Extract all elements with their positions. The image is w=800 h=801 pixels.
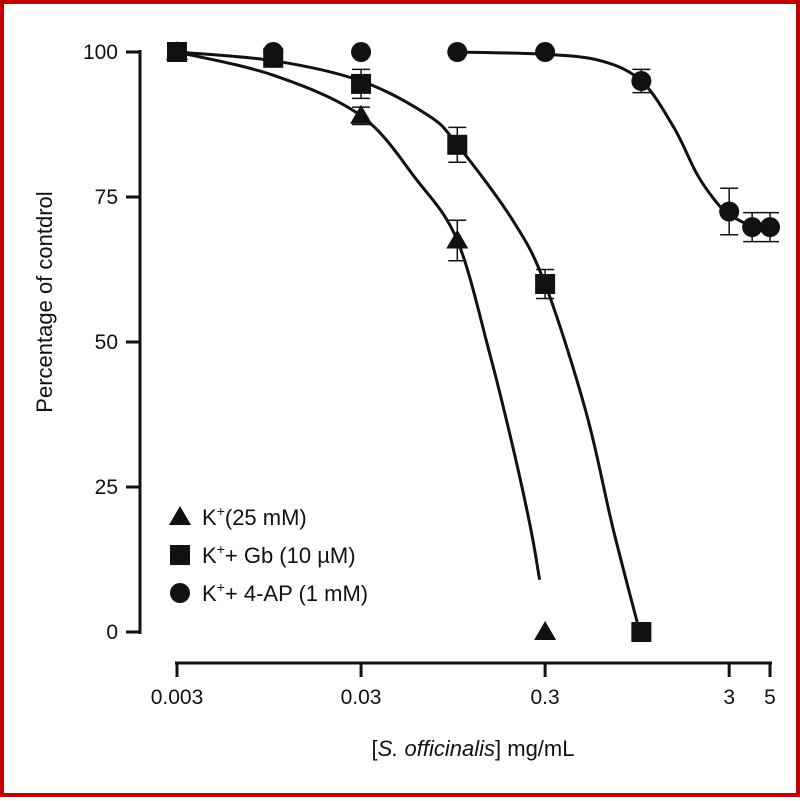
legend-label-base: K [202,581,217,606]
triangle-marker [534,621,557,640]
legend-label-sup: + [217,503,225,519]
legend-square-marker [170,545,190,565]
circle-marker [263,42,284,62]
legend-label: K+(25 mM) [202,503,307,530]
legend-circle-marker [170,583,190,603]
legend-label-base: K [202,505,217,530]
legend-label-base: K [202,543,217,568]
square-marker [167,42,187,62]
square-marker [351,73,372,94]
y-tick-label: 100 [83,41,118,64]
legend: K+(25 mM)K++ Gb (10 µM)K++ 4-AP (1 mM) [169,503,368,606]
y-axis-title: Percentage of contdrol [32,191,57,412]
data-points [166,41,780,642]
legend-label: K++ Gb (10 µM) [202,541,356,568]
circle-marker [742,217,763,238]
y-tick-label: 0 [106,621,118,644]
triangle-marker [350,104,373,124]
circle-marker [351,42,372,62]
legend-label-rest: (25 mM) [225,505,307,530]
circle-marker [760,217,780,238]
circle-marker [719,201,740,222]
y-tick-label: 25 [95,476,118,499]
square-marker [535,274,556,294]
x-tick-label: 3 [723,686,735,709]
legend-label-sup: + [217,541,225,557]
x-axis-title: [S. officinalis] mg/mL [372,736,575,761]
circle-marker [447,42,468,62]
legend-label-rest: + 4-AP (1 mM) [225,581,368,606]
triangle-marker [446,229,469,249]
square-marker [447,134,468,155]
x-axis-title-prefix: [ [372,736,378,761]
x-axis-title-suffix: ] mg/mL [495,736,574,761]
fit-curve-triangle [176,50,542,581]
legend-label-rest: + Gb (10 µM) [225,543,356,568]
y-tick-label: 50 [95,331,118,354]
fit-curve-circle [457,50,771,229]
x-tick-label: 0.03 [341,686,382,709]
x-tick-label: 5 [764,686,776,709]
x-tick-label: 0.3 [531,686,560,709]
x-axis-title-italic: S. officinalis [378,736,495,761]
x-tick-label: 0.003 [151,686,204,709]
legend-label: K++ 4-AP (1 mM) [202,579,368,606]
circle-marker [631,71,652,91]
square-marker [631,622,652,642]
y-tick-label: 75 [95,186,118,209]
legend-triangle-marker [169,506,191,525]
fit-curve-square [176,50,642,633]
legend-label-sup: + [217,579,225,595]
circle-marker [535,42,556,62]
axes: 0 25 50 75 100 0.003 0.03 0.3 3 5 [83,41,776,709]
